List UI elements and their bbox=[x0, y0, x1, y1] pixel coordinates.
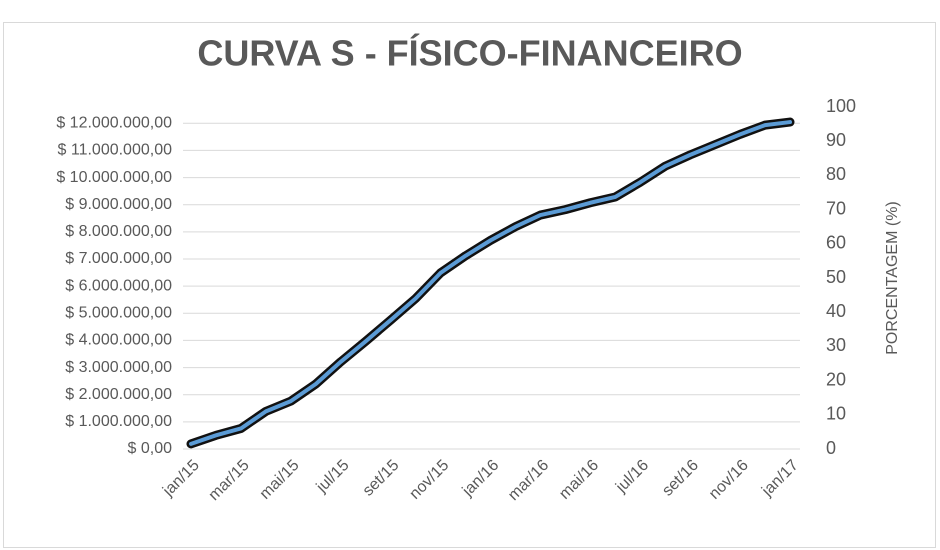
y2-tick-label: 100 bbox=[826, 96, 856, 116]
y2-tick-label: 90 bbox=[826, 130, 846, 150]
y2-tick-label: 20 bbox=[826, 369, 846, 389]
y2-tick-label: 30 bbox=[826, 335, 846, 355]
chart-title: CURVA S - FÍSICO-FINANCEIRO bbox=[197, 33, 742, 74]
y-tick-label: $ 1.000.000,00 bbox=[65, 413, 172, 430]
y-tick-label: $ 4.000.000,00 bbox=[65, 332, 172, 349]
y2-tick-label: 0 bbox=[826, 438, 836, 458]
y2-tick-label: 50 bbox=[826, 267, 846, 287]
y-tick-label: $ 3.000.000,00 bbox=[65, 359, 172, 376]
y-tick-label: $ 9.000.000,00 bbox=[65, 196, 172, 213]
y-tick-label: $ 10.000.000,00 bbox=[56, 169, 172, 186]
y2-tick-label: 40 bbox=[826, 301, 846, 321]
y-tick-label: $ 6.000.000,00 bbox=[65, 277, 172, 294]
y2-axis-title: PORCENTAGEM (%) bbox=[884, 201, 901, 354]
line bbox=[189, 120, 792, 446]
y2-tick-label: 60 bbox=[826, 233, 846, 253]
y-tick-label: $ 7.000.000,00 bbox=[65, 250, 172, 267]
y2-tick-label: 70 bbox=[826, 198, 846, 218]
chart-frame bbox=[3, 22, 936, 548]
y2-tick-label: 10 bbox=[826, 404, 846, 424]
y2-tick-label: 80 bbox=[826, 164, 846, 184]
y-tick-label: $ 2.000.000,00 bbox=[65, 386, 172, 403]
y-tick-label: $ 5.000.000,00 bbox=[65, 305, 172, 322]
y-tick-label: $ 11.000.000,00 bbox=[58, 142, 173, 159]
y-tick-label: $ 8.000.000,00 bbox=[65, 223, 172, 240]
y-tick-label: $ 0,00 bbox=[128, 440, 173, 457]
y-tick-label: $ 12.000.000,00 bbox=[56, 115, 172, 132]
